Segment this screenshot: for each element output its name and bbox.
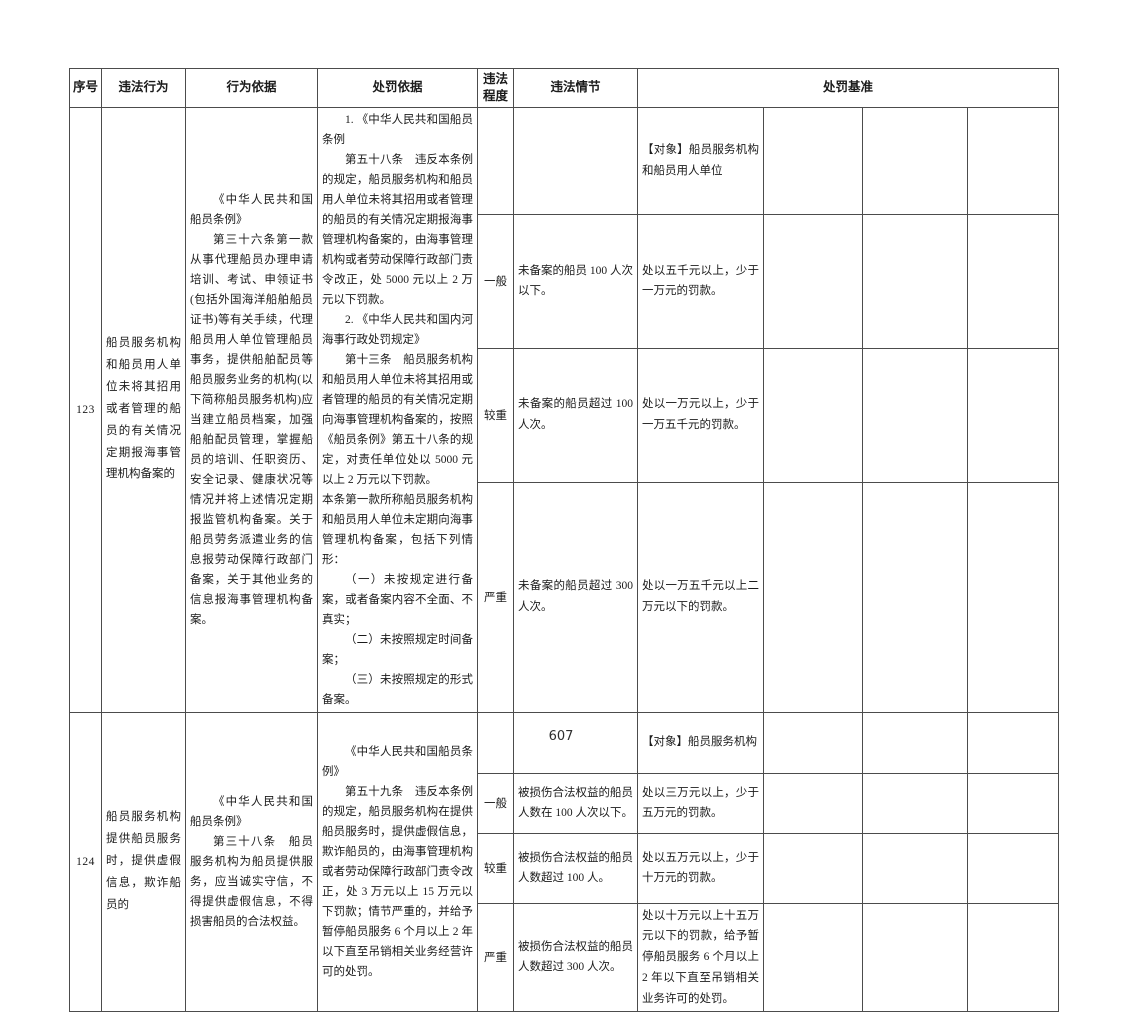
header-behavior-basis: 行为依据 (185, 68, 318, 108)
table-header-row: 序号 违法行为 行为依据 处罚依据 违法程度 违法情节 处罚基准 (69, 68, 1060, 108)
empty-cell (966, 772, 1060, 834)
page-number: 607 (548, 729, 574, 744)
row124-circumstance-severe: 被损伤合法权益的船员人数超过 300 人次。 (513, 902, 638, 1012)
empty-cell (966, 902, 1060, 1012)
row124-violation: 船员服务机构提供船员服务时，提供虚假信息，欺诈船员的 (101, 711, 186, 1012)
empty-cell (862, 347, 968, 483)
header-penalty-basis: 处罚依据 (317, 68, 478, 108)
paragraph: 本条第一款所称船员服务机构和船员用人单位未定期向海事管理机构备案，包括下列情形： (322, 493, 473, 566)
row123-circumstance-serious: 未备案的船员超过 100 人次。 (513, 347, 638, 483)
row124-penalty-basis: 《中华人民共和国船员条例》 第五十九条 违反本条例的规定，船员服务机构在提供船员… (317, 711, 478, 1012)
paragraph: 2. 《中华人民共和国内河海事行政处罚规定》 (322, 313, 473, 346)
empty-cell (862, 832, 968, 904)
paragraph: 第五十九条 违反本条例的规定，船员服务机构在提供船员服务时，提供虚假信息，欺诈船… (322, 785, 473, 978)
table-row: 123 船员服务机构和船员用人单位未将其招用或者管理的船员的有关情况定期报海事管… (69, 106, 1060, 713)
row123-circumstance-severe: 未备案的船员超过 300 人次。 (513, 481, 638, 713)
row124-standard-severe: 处以十万元以上十五万元以下的罚款，给予暂停船员服务 6 个月以上 2 年以下直至… (637, 902, 764, 1012)
empty-cell (513, 106, 638, 215)
row123-behavior-basis: 《中华人民共和国船员条例》 第三十六条第一款 从事代理船员办理申请培训、考试、申… (185, 106, 318, 713)
header-standard: 处罚基准 (636, 68, 1060, 108)
empty-cell (513, 711, 638, 774)
empty-cell (966, 213, 1060, 349)
paragraph: 《中华人民共和国船员条例》 (190, 795, 313, 828)
row123-degree-severe: 严重 (477, 481, 514, 713)
empty-cell (763, 772, 863, 834)
empty-cell (862, 902, 968, 1012)
row124-circumstance-serious: 被损伤合法权益的船员人数超过 100 人。 (513, 832, 638, 904)
empty-cell (763, 106, 863, 215)
row124-seq: 124 (69, 711, 102, 1012)
paragraph: 第三十八条 船员服务机构为船员提供服务，应当诚实守信，不得提供虚假信息，不得损害… (190, 835, 313, 928)
row124-behavior-basis: 《中华人民共和国船员条例》 第三十八条 船员服务机构为船员提供服务，应当诚实守信… (185, 711, 318, 1012)
row124-degree-severe: 严重 (477, 902, 514, 1012)
header-circumstance: 违法情节 (513, 68, 638, 108)
row123-violation: 船员服务机构和船员用人单位未将其招用或者管理的船员的有关情况定期报海事管理机构备… (101, 106, 186, 713)
header-degree: 违法程度 (477, 68, 514, 108)
empty-cell (763, 347, 863, 483)
row124-standard-serious: 处以五万元以上，少于十万元的罚款。 (637, 832, 764, 904)
row124-standard-general: 处以三万元以上，少于五万元的罚款。 (637, 772, 764, 834)
paragraph: （三）未按照规定的形式备案。 (322, 673, 473, 706)
header-violation: 违法行为 (101, 68, 186, 108)
paragraph: 《中华人民共和国船员条例》 (190, 193, 313, 226)
empty-cell (862, 106, 968, 215)
row123-standard-severe: 处以一万五千元以上二万元以下的罚款。 (637, 481, 764, 713)
row124-circumstance-general: 被损伤合法权益的船员人数在 100 人次以下。 (513, 772, 638, 834)
empty-cell (862, 213, 968, 349)
row123-target: 【对象】船员服务机构和船员用人单位 (637, 106, 764, 215)
paragraph: 第十三条 船员服务机构和船员用人单位未将其招用或者管理的船员的有关情况定期向海事… (322, 353, 473, 486)
empty-cell (966, 711, 1060, 774)
row124-degree-serious: 较重 (477, 832, 514, 904)
row123-penalty-basis: 1. 《中华人民共和国船员条例 第五十八条 违反本条例的规定，船员服务机构和船员… (317, 106, 478, 713)
row123-circumstance-general: 未备案的船员 100 人次以下。 (513, 213, 638, 349)
empty-cell (862, 772, 968, 834)
row124-degree-general: 一般 (477, 772, 514, 834)
empty-cell (763, 213, 863, 349)
row123-degree-serious: 较重 (477, 347, 514, 483)
penalty-table-sheet: 序号 违法行为 行为依据 处罚依据 违法程度 违法情节 处罚基准 123 船员服… (69, 68, 1060, 1012)
table-row: 一般 未备案的船员 100 人次以下。 处以五千元以上，少于一万元的罚款。 (70, 213, 1060, 349)
penalty-standards-table: 序号 违法行为 行为依据 处罚依据 违法程度 违法情节 处罚基准 123 船员服… (69, 68, 1060, 1012)
row124-target: 【对象】船员服务机构 (637, 711, 764, 774)
empty-cell (763, 481, 863, 713)
empty-cell (763, 832, 863, 904)
paragraph: 1. 《中华人民共和国船员条例 (322, 113, 473, 146)
table-row: 严重 未备案的船员超过 300 人次。 处以一万五千元以上二万元以下的罚款。 (70, 481, 1060, 713)
row123-degree-general: 一般 (477, 213, 514, 349)
empty-cell (477, 106, 514, 215)
empty-cell (966, 106, 1060, 215)
paragraph: 《中华人民共和国船员条例》 (322, 745, 473, 778)
empty-cell (862, 481, 968, 713)
row123-standard-serious: 处以一万元以上，少于一万五千元的罚款。 (637, 347, 764, 483)
paragraph: （一）未按规定进行备案，或者备案内容不全面、不真实； (322, 573, 473, 626)
paragraph: 第五十八条 违反本条例的规定，船员服务机构和船员用人单位未将其招用或者管理的船员… (322, 153, 473, 306)
empty-cell (966, 347, 1060, 483)
empty-cell (966, 832, 1060, 904)
table-row: 较重 未备案的船员超过 100 人次。 处以一万元以上，少于一万五千元的罚款。 (70, 347, 1060, 483)
paragraph: 第三十六条第一款 从事代理船员办理申请培训、考试、申领证书(包括外国海洋船舶船员… (190, 233, 317, 626)
row123-seq: 123 (69, 106, 102, 713)
header-seq: 序号 (69, 68, 102, 108)
row123-standard-general: 处以五千元以上，少于一万元的罚款。 (637, 213, 764, 349)
paragraph: （二）未按照规定时间备案； (322, 633, 473, 666)
empty-cell (763, 902, 863, 1012)
empty-cell (966, 481, 1060, 713)
